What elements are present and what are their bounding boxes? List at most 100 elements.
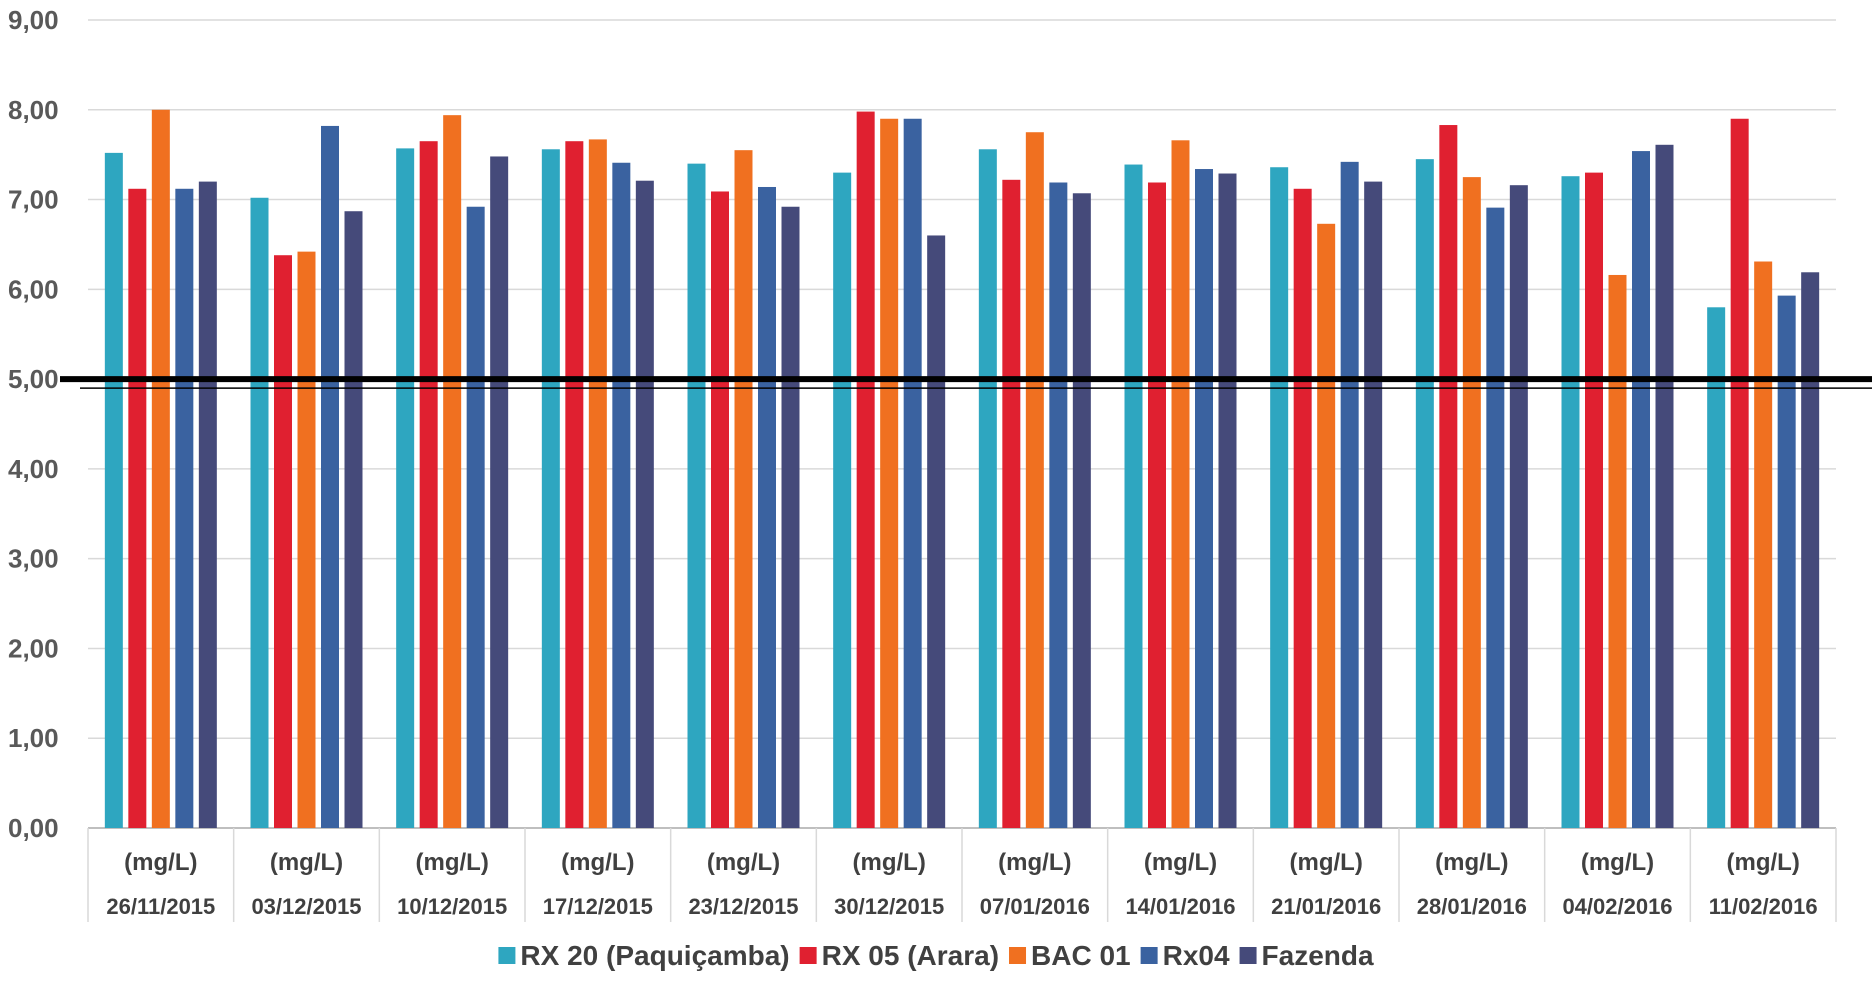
bar <box>1002 179 1021 828</box>
legend-label: RX 05 (Arara) <box>822 940 999 971</box>
bar <box>711 191 729 828</box>
legend-swatch <box>498 947 516 964</box>
bar <box>1754 261 1773 829</box>
x-unit-label: (mg/L) <box>1581 849 1654 876</box>
bar <box>687 163 706 829</box>
x-unit-label: (mg/L) <box>853 849 926 876</box>
bar <box>1293 188 1312 828</box>
bar <box>466 206 485 828</box>
bar <box>1340 161 1359 829</box>
bar <box>198 181 217 829</box>
bar <box>1270 167 1289 829</box>
x-category-label: 03/12/2015 <box>251 894 361 919</box>
bar <box>1218 173 1237 828</box>
bar <box>1124 164 1143 828</box>
legend-swatch <box>799 947 817 964</box>
bar <box>443 115 462 829</box>
bar <box>880 118 899 828</box>
x-unit-label: (mg/L) <box>416 849 489 876</box>
y-tick-label: 1,00 <box>8 723 59 753</box>
bar <box>927 235 946 828</box>
bar <box>1439 125 1458 829</box>
bar <box>1655 144 1674 828</box>
bar <box>1608 274 1627 829</box>
bar <box>635 180 654 829</box>
legend-label: Fazenda <box>1262 940 1374 971</box>
bar <box>1049 182 1068 828</box>
bar <box>1195 169 1213 828</box>
x-unit-label: (mg/L) <box>561 849 634 876</box>
bar <box>833 172 852 829</box>
x-unit-label: (mg/L) <box>1144 849 1217 876</box>
bar <box>1561 176 1580 829</box>
y-tick-label: 5,00 <box>8 364 59 394</box>
x-unit-label: (mg/L) <box>1727 849 1800 876</box>
bar <box>1585 172 1603 829</box>
legend: RX 20 (Paquiçamba) RX 05 (Arara) BAC 01 Rx0… <box>498 940 1374 971</box>
bar <box>978 149 997 828</box>
x-category-label: 21/01/2016 <box>1271 894 1381 919</box>
x-unit-label: (mg/L) <box>270 849 343 876</box>
legend-label: RX 20 (Paquiçamba) <box>520 940 789 971</box>
y-tick-label: 2,00 <box>8 633 59 663</box>
x-unit-label: (mg/L) <box>1435 849 1508 876</box>
bar <box>1148 182 1166 828</box>
legend-label: Rx04 <box>1163 940 1230 971</box>
bar <box>588 139 607 829</box>
bar <box>1317 223 1336 829</box>
bar <box>175 188 194 828</box>
x-category-label: 17/12/2015 <box>543 894 653 919</box>
legend-swatch <box>1239 947 1257 964</box>
bar <box>903 118 922 828</box>
x-category-label: 04/02/2016 <box>1562 894 1672 919</box>
x-category-label: 23/12/2015 <box>688 894 798 919</box>
bar <box>321 125 339 829</box>
x-unit-label: (mg/L) <box>998 849 1071 876</box>
bar <box>734 150 753 828</box>
bar <box>1486 207 1505 828</box>
y-tick-label: 4,00 <box>8 454 59 484</box>
bar <box>274 255 292 828</box>
y-tick-label: 9,00 <box>8 5 59 35</box>
legend-swatch <box>1009 947 1027 964</box>
bar <box>1415 159 1434 829</box>
bar <box>612 162 631 828</box>
bar <box>419 141 438 828</box>
bar <box>565 141 584 828</box>
bar <box>297 251 316 829</box>
bar <box>781 206 800 828</box>
bar <box>344 211 363 828</box>
bar <box>250 197 269 828</box>
x-unit-label: (mg/L) <box>124 849 197 876</box>
bar <box>1730 118 1749 828</box>
bar <box>1025 132 1044 828</box>
bar <box>1632 151 1650 828</box>
x-unit-label: (mg/L) <box>707 849 780 876</box>
x-category-label: 11/02/2016 <box>1709 894 1818 919</box>
bar <box>1171 140 1190 828</box>
y-tick-label: 6,00 <box>8 274 59 304</box>
bar <box>396 148 415 829</box>
bar <box>1707 307 1726 828</box>
bar <box>1777 295 1796 828</box>
bar <box>1509 185 1528 829</box>
bar <box>1801 272 1820 829</box>
x-category-label: 10/12/2015 <box>397 894 507 919</box>
x-category-label: 26/11/2015 <box>106 894 215 919</box>
bar <box>151 109 170 829</box>
bar <box>1072 193 1091 828</box>
bar <box>1462 177 1481 829</box>
y-tick-label: 7,00 <box>8 185 59 215</box>
bar <box>758 186 776 828</box>
bar <box>104 152 123 829</box>
x-unit-label: (mg/L) <box>1290 849 1363 876</box>
bar <box>490 156 509 828</box>
y-tick-label: 0,00 <box>8 813 59 843</box>
x-category-label: 30/12/2015 <box>834 894 944 919</box>
x-category-label: 07/01/2016 <box>980 894 1090 919</box>
bar <box>856 111 875 828</box>
x-category-label: 28/01/2016 <box>1417 894 1527 919</box>
bar <box>1364 181 1383 829</box>
